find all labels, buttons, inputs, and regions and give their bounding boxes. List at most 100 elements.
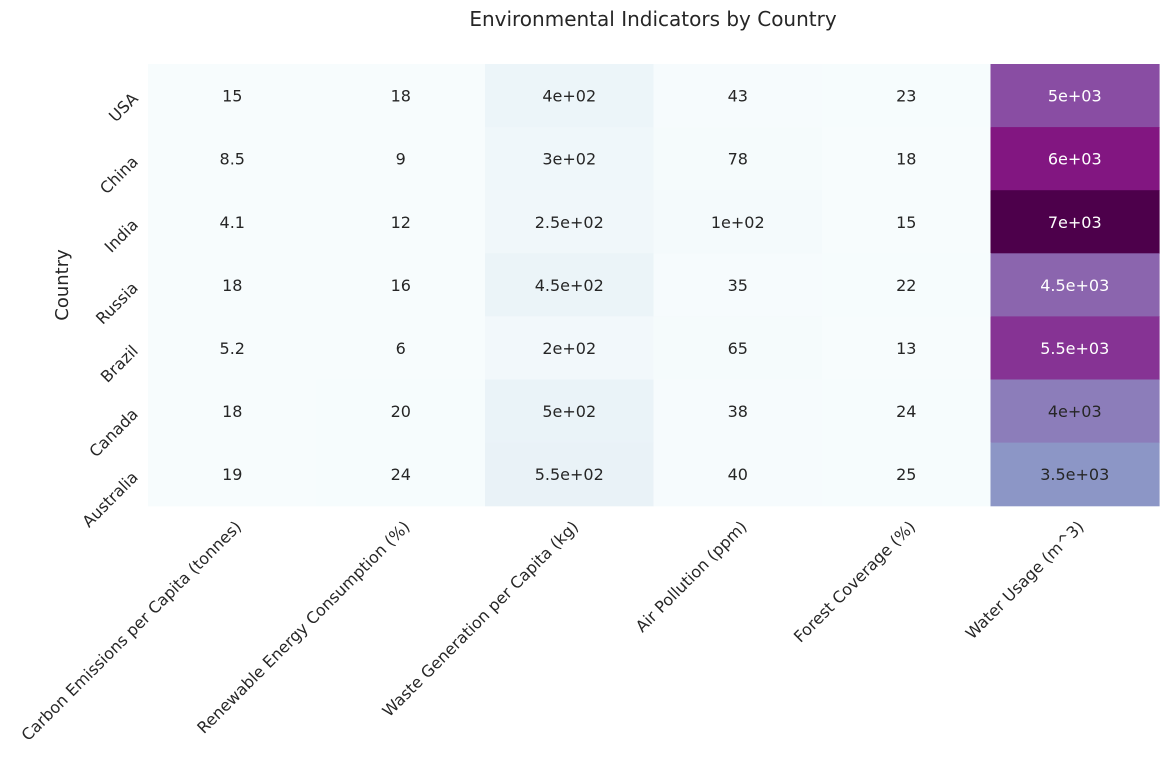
chart-title: Environmental Indicators by Country xyxy=(469,7,837,31)
y-tick-labels: USA China India Russia Brazil Canada Australia xyxy=(78,89,142,531)
x-tick-labels: Carbon Emissions per Capita (tonnes)Rene… xyxy=(18,517,1088,745)
heatmap-cell-label: 43 xyxy=(728,87,748,106)
heatmap-cell xyxy=(485,190,655,254)
heatmap-cell xyxy=(316,190,486,254)
heatmap-cell xyxy=(485,64,655,128)
heatmap-cell-label: 38 xyxy=(728,402,748,421)
heatmap-cell xyxy=(316,442,486,507)
y-tick-label: India xyxy=(101,215,142,256)
heatmap-cell-label: 18 xyxy=(896,150,916,169)
heatmap-cell-label: 4.1 xyxy=(220,213,245,232)
heatmap-cell-label: 18 xyxy=(222,402,242,421)
heatmap-cell-label: 3e+02 xyxy=(542,150,596,169)
y-tick-label: Australia xyxy=(78,468,141,531)
heatmap-cell-label: 5.5e+03 xyxy=(1040,339,1109,358)
heatmap-cell-labels: 15 18 4e+02 43 23 5e+03 8.5 9 3e+02 78 18 6e+03 4.1 1… xyxy=(220,87,1110,485)
heatmap-cell-label: 24 xyxy=(391,465,411,484)
heatmap-cell xyxy=(148,190,318,254)
heatmap-cell-label: 5e+02 xyxy=(542,402,596,421)
heatmap-cell xyxy=(485,253,655,317)
heatmap-cell xyxy=(822,442,992,507)
heatmap-cell xyxy=(485,379,655,444)
heatmap-cell-label: 1e+02 xyxy=(711,213,765,232)
heatmap-cell-label: 2.5e+02 xyxy=(535,213,604,232)
heatmap-cell-label: 20 xyxy=(391,402,411,421)
heatmap-cell-label: 23 xyxy=(896,87,916,106)
heatmap-cell xyxy=(990,316,1160,381)
heatmap-cell xyxy=(990,127,1160,191)
heatmap-cell-label: 18 xyxy=(222,276,242,295)
heatmap-cell xyxy=(485,442,655,507)
heatmap-cell-label: 6 xyxy=(396,339,406,358)
heatmap-cell xyxy=(148,379,318,444)
heatmap-cell-label: 3.5e+03 xyxy=(1040,465,1109,484)
heatmap-cell-label: 25 xyxy=(896,465,916,484)
heatmap-cell-label: 9 xyxy=(396,150,406,169)
heatmap-cell-label: 15 xyxy=(896,213,916,232)
heatmap-cell-label: 24 xyxy=(896,402,916,421)
heatmap-cells xyxy=(148,64,1160,507)
heatmap-cell xyxy=(990,253,1160,317)
x-tick-label: Water Usage (m^3) xyxy=(962,517,1088,643)
heatmap-cell-label: 65 xyxy=(728,339,748,358)
heatmap-cell-label: 4e+03 xyxy=(1048,402,1102,421)
heatmap-cell xyxy=(316,316,486,381)
y-tick-label: Brazil xyxy=(97,341,142,386)
heatmap-cell-label: 35 xyxy=(728,276,748,295)
heatmap-cell xyxy=(822,253,992,317)
x-tick-label: Air Pollution (ppm) xyxy=(632,517,751,636)
heatmap-cell xyxy=(653,127,823,191)
heatmap-cell xyxy=(653,253,823,317)
heatmap-cell xyxy=(822,379,992,444)
heatmap-cell-label: 8.5 xyxy=(220,150,245,169)
heatmap-cell xyxy=(148,127,318,191)
heatmap-cell-label: 7e+03 xyxy=(1048,213,1102,232)
heatmap-cell-label: 78 xyxy=(728,150,748,169)
heatmap-cell-label: 40 xyxy=(728,465,748,484)
y-tick-label: Russia xyxy=(92,278,142,328)
heatmap-cell-label: 22 xyxy=(896,276,916,295)
heatmap-cell xyxy=(653,190,823,254)
heatmap-cell xyxy=(990,64,1160,128)
heatmap-cell-label: 4e+02 xyxy=(542,87,596,106)
heatmap-cell xyxy=(990,190,1160,254)
heatmap-cell xyxy=(148,64,318,128)
heatmap-cell xyxy=(990,379,1160,444)
heatmap-cell-label: 4.5e+02 xyxy=(535,276,604,295)
heatmap-cell xyxy=(148,316,318,381)
heatmap-cell xyxy=(653,442,823,507)
heatmap-cell-label: 5e+03 xyxy=(1048,87,1102,106)
heatmap-cell-label: 19 xyxy=(222,465,242,484)
heatmap-cell xyxy=(822,190,992,254)
y-axis-label: Country xyxy=(52,249,73,321)
x-tick-label: Waste Generation per Capita (kg) xyxy=(379,517,583,721)
y-tick-label: Canada xyxy=(85,404,141,460)
heatmap-cell xyxy=(653,379,823,444)
heatmap-cell-label: 5.5e+02 xyxy=(535,465,604,484)
heatmap-cell xyxy=(822,127,992,191)
heatmap-cell-label: 6e+03 xyxy=(1048,150,1102,169)
heatmap-cell xyxy=(316,379,486,444)
heatmap-cell xyxy=(990,442,1160,507)
heatmap-cell-label: 4.5e+03 xyxy=(1040,276,1109,295)
heatmap-cell-label: 13 xyxy=(896,339,916,358)
heatmap-cell xyxy=(822,316,992,381)
y-tick-label: USA xyxy=(105,89,142,126)
heatmap-cell xyxy=(148,442,318,507)
heatmap-cell xyxy=(316,127,486,191)
x-tick-label: Forest Coverage (%) xyxy=(790,517,919,646)
heatmap-cell xyxy=(822,64,992,128)
heatmap-cell-label: 5.2 xyxy=(220,339,245,358)
heatmap-cell xyxy=(316,253,486,317)
heatmap-cell xyxy=(653,64,823,128)
heatmap-cell xyxy=(485,127,655,191)
y-tick-label: China xyxy=(96,152,142,198)
heatmap-cell-label: 15 xyxy=(222,87,242,106)
heatmap-cell-label: 16 xyxy=(391,276,411,295)
heatmap-cell-label: 18 xyxy=(391,87,411,106)
heatmap-cell xyxy=(485,316,655,381)
heatmap-cell xyxy=(653,316,823,381)
heatmap-cell-label: 12 xyxy=(391,213,411,232)
heatmap-cell xyxy=(148,253,318,317)
